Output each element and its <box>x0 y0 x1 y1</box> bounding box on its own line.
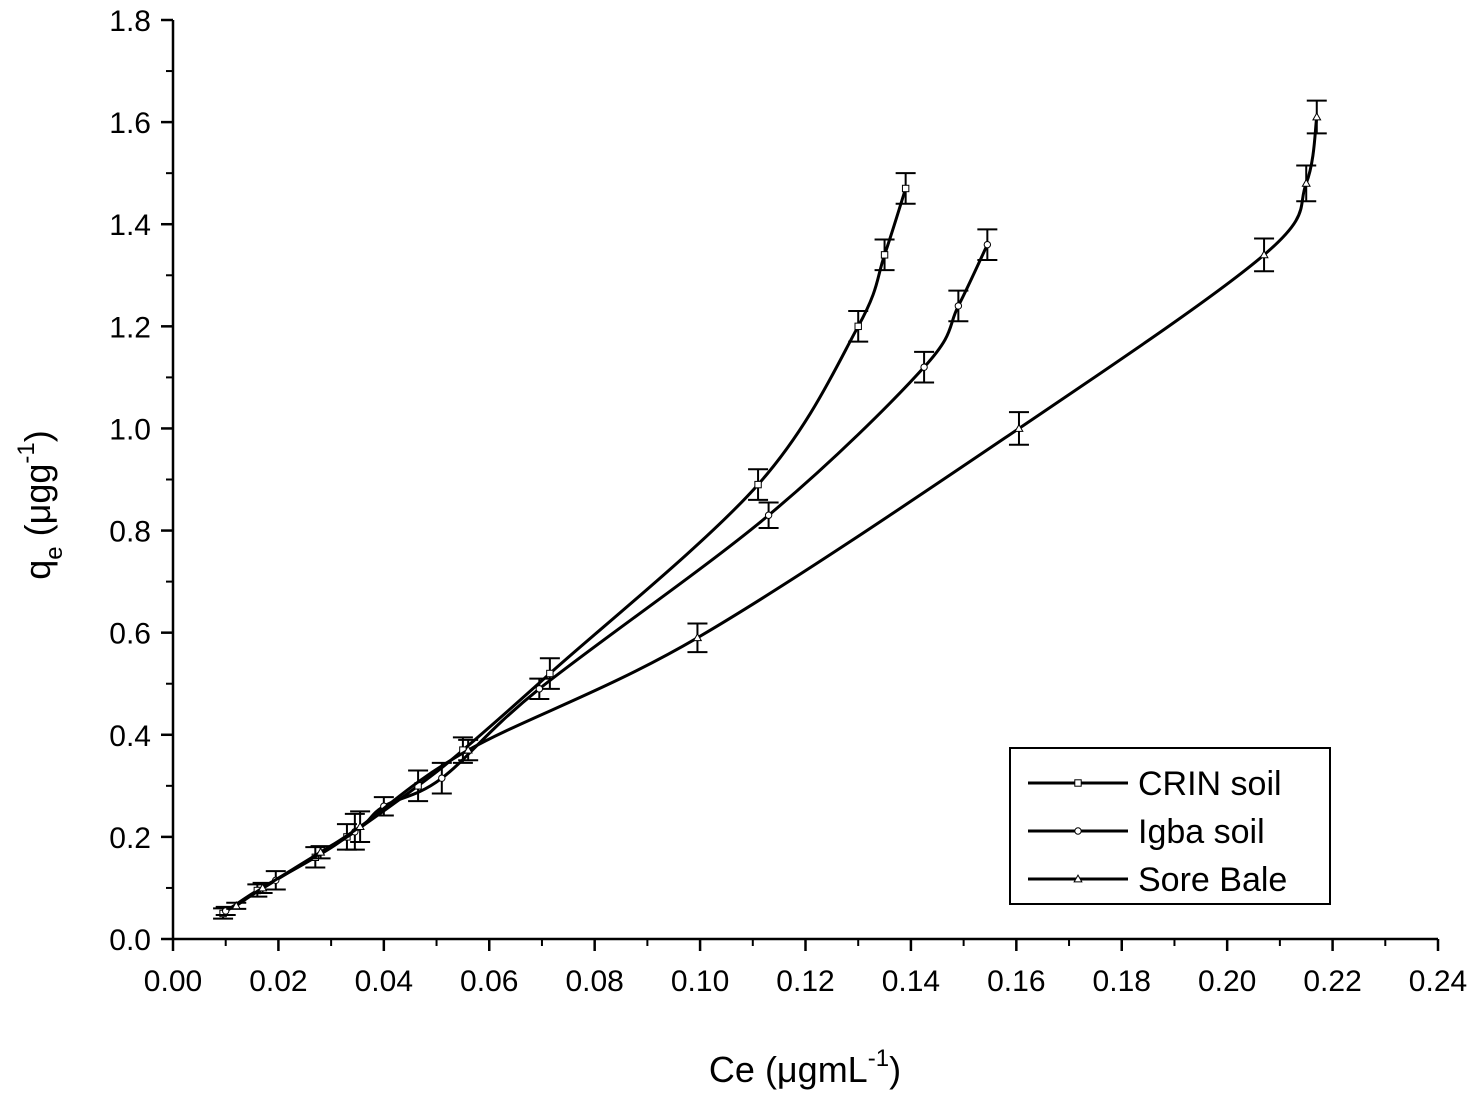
series <box>213 99 1327 920</box>
data-point <box>231 900 241 910</box>
data-point <box>880 251 889 259</box>
legend-marker <box>1073 874 1083 883</box>
y-tick-label: 1.8 <box>109 5 151 38</box>
y-tick-label: 0.2 <box>109 822 151 855</box>
x-tick-label: 0.20 <box>1198 965 1256 998</box>
x-tick-label: 0.12 <box>776 965 834 998</box>
data-point <box>355 821 365 831</box>
y-tick-label: 0.0 <box>109 924 151 957</box>
series-line-igba-soil <box>224 244 989 913</box>
x-tick-label: 0.02 <box>249 965 307 998</box>
x-axis-title: Ce (μgmL-1) <box>709 1045 901 1090</box>
legend: CRIN soil Igba soil Sore Bale <box>1009 747 1331 905</box>
x-tick-label: 0.04 <box>355 965 413 998</box>
x-tick-label: 0.18 <box>1093 965 1151 998</box>
x-tick-label: 0.08 <box>565 965 623 998</box>
data-point <box>315 847 326 856</box>
y-tick-label: 0.8 <box>109 516 151 549</box>
series-line-crin-soil <box>222 188 908 915</box>
y-tick-label: 0.6 <box>109 618 151 651</box>
y-tick-label: 0.4 <box>109 720 151 753</box>
axes <box>171 20 1438 941</box>
series-crin-soil <box>213 172 916 920</box>
y-tick-label: 1.2 <box>109 311 151 344</box>
x-tick-label: 0.22 <box>1303 965 1361 998</box>
data-point <box>257 883 268 892</box>
data-point <box>1259 250 1269 259</box>
legend-label: CRIN soil <box>1138 765 1282 803</box>
data-point <box>920 363 928 371</box>
data-point <box>535 685 544 693</box>
data-point <box>692 632 703 642</box>
data-point <box>754 480 762 489</box>
x-tick-label: 0.14 <box>882 965 940 998</box>
tick-labels: 0.00 0.02 0.04 0.06 0.08 0.10 0.12 0.14 0.16 0.18… <box>109 5 1467 998</box>
data-point <box>983 240 992 249</box>
series-igba-soil <box>215 228 998 917</box>
x-tick-label: 0.06 <box>460 965 518 998</box>
y-tick-label: 1.6 <box>109 107 151 140</box>
data-point <box>854 322 862 331</box>
y-axis-title: qe (μgg-1) <box>13 430 68 580</box>
x-tick-label: 0.00 <box>144 965 202 998</box>
data-point <box>954 302 963 310</box>
legend-marker <box>1074 827 1082 835</box>
legend-entry-crin-soil: CRIN soil <box>1028 765 1282 803</box>
legend-entry-igba-soil: Igba soil <box>1028 813 1265 851</box>
legend-marker <box>1074 779 1082 787</box>
x-tick-label: 0.24 <box>1409 965 1467 998</box>
legend-entry-sore-bale: Sore Bale <box>1028 861 1287 899</box>
data-point <box>438 774 446 782</box>
data-point <box>1312 112 1322 121</box>
legend-label: Igba soil <box>1138 813 1265 851</box>
data-point <box>546 669 554 678</box>
data-point <box>1014 423 1024 432</box>
y-tick-label: 1.0 <box>109 413 151 446</box>
series-sore-bale <box>226 99 1327 910</box>
y-tick-label: 1.4 <box>109 209 151 242</box>
x-tick-label: 0.10 <box>671 965 729 998</box>
legend-label: Sore Bale <box>1138 861 1287 899</box>
data-point <box>764 511 773 519</box>
data-point <box>1301 178 1311 187</box>
data-point <box>901 184 910 193</box>
data-point <box>463 745 473 754</box>
x-tick-label: 0.16 <box>987 965 1045 998</box>
